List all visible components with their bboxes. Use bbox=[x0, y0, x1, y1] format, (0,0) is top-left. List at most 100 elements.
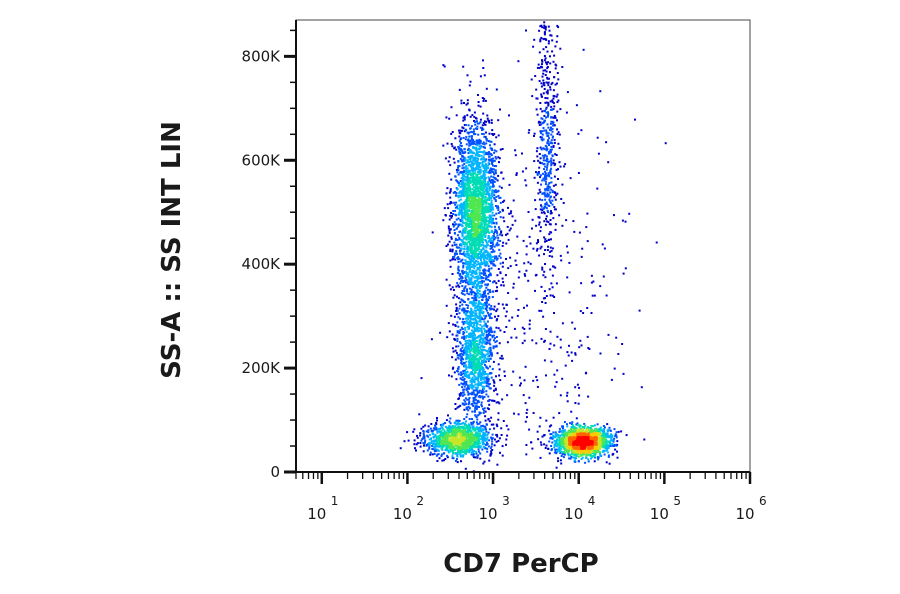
data-point bbox=[446, 336, 449, 339]
data-point bbox=[605, 440, 608, 443]
data-point bbox=[482, 318, 485, 321]
data-point bbox=[454, 325, 457, 327]
data-point bbox=[452, 225, 455, 228]
data-point bbox=[463, 369, 466, 372]
data-point bbox=[615, 336, 618, 339]
data-point bbox=[479, 185, 482, 188]
data-point bbox=[561, 66, 564, 68]
data-point bbox=[593, 453, 596, 456]
data-point bbox=[452, 213, 455, 215]
data-point bbox=[488, 307, 491, 310]
data-point bbox=[549, 250, 552, 253]
data-point bbox=[478, 395, 481, 397]
data-point bbox=[491, 133, 494, 135]
data-point bbox=[425, 444, 428, 447]
data-point bbox=[541, 66, 544, 69]
data-point bbox=[460, 137, 463, 140]
data-point bbox=[478, 253, 481, 256]
data-point bbox=[468, 279, 471, 282]
data-point bbox=[427, 431, 430, 434]
data-point bbox=[491, 449, 494, 451]
data-point bbox=[536, 66, 539, 69]
data-point bbox=[541, 162, 543, 165]
data-point bbox=[458, 273, 461, 276]
data-point bbox=[544, 189, 547, 192]
data-point bbox=[502, 284, 505, 287]
data-point bbox=[486, 436, 489, 439]
data-point bbox=[416, 436, 419, 439]
data-point bbox=[477, 104, 480, 107]
data-point bbox=[563, 429, 566, 432]
data-point bbox=[540, 205, 543, 208]
data-point bbox=[535, 171, 537, 174]
data-point bbox=[497, 236, 500, 239]
data-point bbox=[464, 199, 467, 202]
data-point bbox=[483, 385, 486, 388]
data-point bbox=[490, 372, 493, 375]
data-point bbox=[561, 451, 564, 454]
data-point bbox=[453, 255, 456, 258]
data-point bbox=[425, 430, 428, 433]
data-point bbox=[504, 274, 507, 277]
data-point bbox=[573, 230, 576, 233]
data-point bbox=[485, 306, 488, 309]
data-point bbox=[485, 438, 488, 441]
data-point bbox=[472, 180, 475, 183]
data-point bbox=[453, 294, 456, 297]
data-point bbox=[527, 279, 530, 282]
data-point bbox=[596, 423, 599, 426]
data-point bbox=[457, 398, 460, 400]
data-point bbox=[460, 279, 463, 282]
data-point bbox=[545, 419, 548, 422]
data-point bbox=[556, 101, 559, 104]
data-point bbox=[498, 342, 501, 345]
data-point bbox=[491, 399, 493, 402]
data-point bbox=[479, 147, 482, 150]
data-point bbox=[472, 452, 475, 455]
data-point bbox=[445, 116, 448, 119]
data-point bbox=[593, 456, 596, 459]
data-point bbox=[491, 195, 494, 198]
data-point bbox=[475, 161, 478, 164]
data-point bbox=[441, 459, 444, 462]
data-point bbox=[459, 204, 462, 207]
data-point bbox=[525, 453, 528, 456]
data-point bbox=[459, 205, 462, 208]
data-point bbox=[478, 242, 481, 245]
data-point bbox=[547, 187, 550, 189]
data-point bbox=[543, 24, 546, 27]
data-point bbox=[569, 177, 572, 180]
data-point bbox=[477, 371, 480, 374]
data-point bbox=[468, 241, 471, 243]
data-point bbox=[640, 386, 643, 389]
data-point bbox=[472, 281, 475, 284]
data-point bbox=[484, 169, 487, 171]
data-point bbox=[533, 176, 536, 179]
data-point bbox=[568, 344, 570, 347]
data-point bbox=[486, 442, 489, 445]
data-point bbox=[484, 153, 487, 155]
data-point bbox=[466, 102, 469, 105]
data-point bbox=[464, 347, 466, 350]
data-point bbox=[485, 390, 488, 393]
data-point bbox=[482, 371, 485, 374]
data-point bbox=[469, 283, 472, 286]
data-point bbox=[471, 296, 474, 299]
data-point bbox=[553, 105, 556, 108]
data-point bbox=[571, 359, 574, 362]
data-point bbox=[469, 336, 472, 339]
data-point bbox=[592, 280, 595, 283]
data-point bbox=[473, 243, 476, 245]
data-point bbox=[452, 223, 454, 226]
data-point bbox=[541, 130, 544, 133]
data-point bbox=[547, 84, 550, 87]
data-point bbox=[471, 446, 474, 449]
data-point bbox=[489, 357, 492, 360]
data-point bbox=[552, 436, 555, 439]
data-point bbox=[492, 399, 495, 402]
data-point bbox=[487, 380, 490, 383]
data-point bbox=[489, 346, 492, 349]
data-point bbox=[485, 216, 488, 219]
data-point bbox=[474, 398, 477, 401]
data-point bbox=[456, 309, 459, 312]
